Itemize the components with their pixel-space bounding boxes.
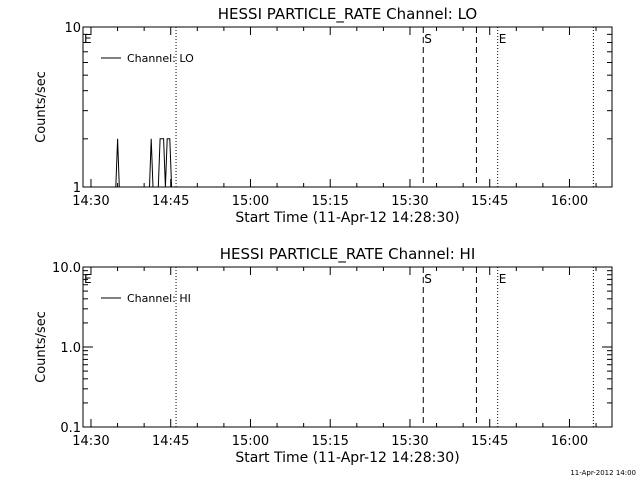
marker-label: E <box>499 272 507 286</box>
x-tick-label: 15:30 <box>391 434 428 449</box>
x-axis-label: Start Time (11-Apr-12 14:28:30) <box>235 450 459 466</box>
y-tick-label: 0.1 <box>60 421 81 436</box>
chart-title: HESSI PARTICLE_RATE Channel: LO <box>218 5 477 24</box>
x-tick-label: 15:30 <box>391 194 428 209</box>
marker-label: E <box>84 272 92 286</box>
y-tick-label: 1 <box>73 181 81 196</box>
y-tick-label: 10 <box>64 21 81 36</box>
y-tick-label: 1.0 <box>60 341 81 356</box>
plot-frame <box>82 266 613 428</box>
x-tick-label: 16:00 <box>551 434 588 449</box>
x-tick-label: 14:45 <box>152 194 189 209</box>
timestamp-footer: 11-Apr-2012 14:00 <box>570 469 636 477</box>
y-axis-label: Counts/sec <box>34 311 49 383</box>
x-tick-label: 15:45 <box>471 434 508 449</box>
marker-label: S <box>424 32 432 46</box>
x-tick-label: 14:45 <box>152 434 189 449</box>
x-tick-label: 15:00 <box>232 434 269 449</box>
x-tick-label: 16:00 <box>551 194 588 209</box>
legend-label: Channel: HI <box>127 292 191 305</box>
y-tick-label: 10.0 <box>52 261 81 276</box>
x-axis-label: Start Time (11-Apr-12 14:28:30) <box>235 210 459 226</box>
x-tick-label: 15:15 <box>311 434 348 449</box>
marker-label: S <box>424 272 432 286</box>
marker-label: E <box>499 32 507 46</box>
y-axis-label: Counts/sec <box>34 71 49 143</box>
plot-frame <box>82 26 613 188</box>
chart-title: HESSI PARTICLE_RATE Channel: HI <box>220 245 476 264</box>
marker-label: E <box>84 32 92 46</box>
x-tick-label: 15:00 <box>232 194 269 209</box>
x-tick-label: 15:45 <box>471 194 508 209</box>
series-line <box>115 138 173 188</box>
x-tick-label: 14:30 <box>72 194 109 209</box>
legend-label: Channel: LO <box>127 52 194 65</box>
x-tick-label: 14:30 <box>72 434 109 449</box>
x-tick-label: 15:15 <box>311 194 348 209</box>
